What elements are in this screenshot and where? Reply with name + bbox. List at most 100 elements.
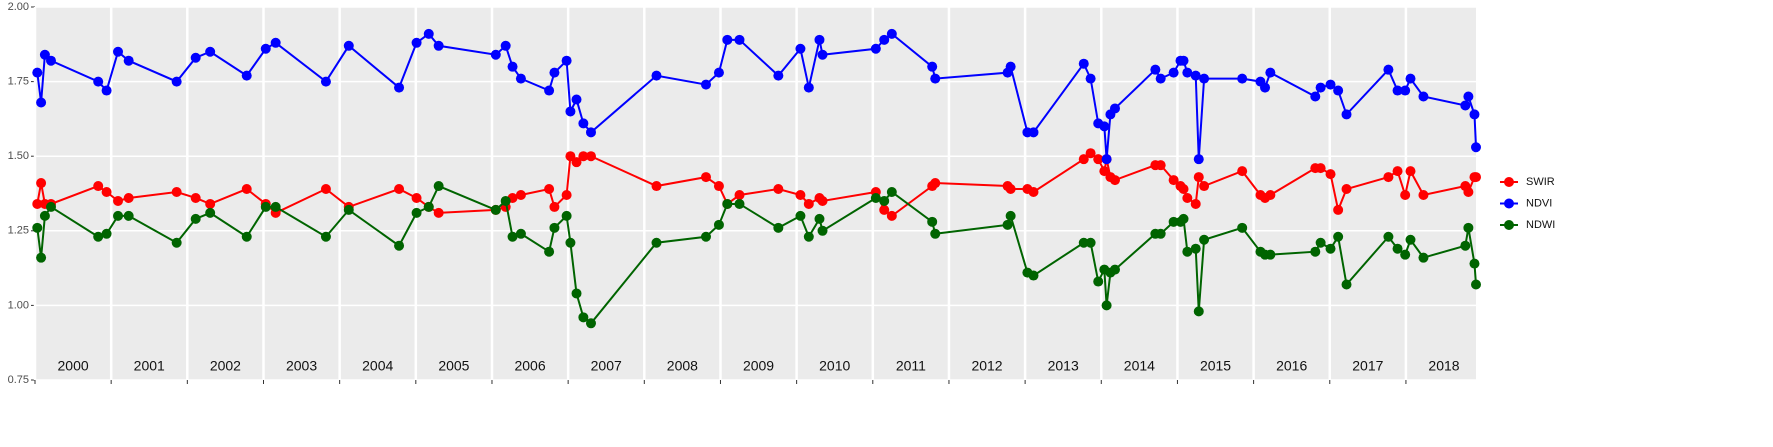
data-point: [817, 195, 828, 206]
legend-marker: [1504, 177, 1514, 187]
data-point: [1002, 219, 1013, 230]
data-point: [817, 49, 828, 60]
data-point: [241, 184, 252, 195]
data-point: [1469, 258, 1480, 269]
data-point: [870, 192, 881, 203]
year-label: 2017: [1352, 358, 1383, 374]
data-point: [39, 210, 50, 221]
data-point: [1265, 67, 1276, 78]
year-label: 2010: [819, 358, 850, 374]
data-point: [734, 34, 745, 45]
data-point: [1150, 64, 1161, 75]
data-point: [515, 189, 526, 200]
data-point: [433, 181, 444, 192]
y-tick-label: 1.50: [8, 150, 29, 162]
series-line: [36, 32, 1477, 160]
data-point: [544, 184, 555, 195]
data-point: [1400, 189, 1411, 200]
data-point: [886, 28, 897, 39]
data-point: [814, 34, 825, 45]
data-point: [549, 222, 560, 233]
data-point: [1260, 82, 1271, 93]
data-point: [879, 195, 890, 206]
data-point: [651, 70, 662, 81]
data-point: [585, 127, 596, 138]
data-point: [190, 192, 201, 203]
y-tick-label: 1.75: [8, 76, 29, 88]
data-point: [930, 228, 941, 239]
year-label: 2001: [134, 358, 165, 374]
data-point: [101, 85, 112, 96]
data-point: [561, 210, 572, 221]
data-point: [1193, 306, 1204, 317]
data-point: [549, 201, 560, 212]
data-point: [1400, 249, 1411, 260]
data-point: [171, 187, 182, 198]
data-point: [1178, 184, 1189, 195]
y-tick-label: 2.00: [8, 1, 29, 13]
data-point: [394, 184, 405, 195]
data-point: [578, 151, 589, 162]
data-point: [561, 55, 572, 66]
data-point: [1028, 270, 1039, 281]
data-point: [1463, 222, 1474, 233]
data-point: [423, 201, 434, 212]
data-point: [1341, 109, 1352, 120]
data-point: [1099, 121, 1110, 132]
data-point: [205, 207, 216, 218]
data-point: [571, 288, 582, 299]
year-label: 2007: [591, 358, 622, 374]
data-point: [343, 204, 354, 215]
data-point: [1315, 237, 1326, 248]
data-point: [1155, 160, 1166, 171]
data-point: [113, 46, 124, 57]
data-point: [101, 228, 112, 239]
data-point: [1418, 91, 1429, 102]
data-point: [93, 231, 104, 242]
data-point: [565, 106, 576, 117]
data-point: [1078, 58, 1089, 69]
data-point: [270, 201, 281, 212]
data-point: [1109, 175, 1120, 186]
data-point: [515, 228, 526, 239]
data-point: [113, 195, 124, 206]
data-point: [1093, 154, 1104, 165]
data-point: [1418, 189, 1429, 200]
data-point: [1085, 148, 1096, 159]
data-point: [1265, 189, 1276, 200]
data-point: [585, 151, 596, 162]
data-point: [1325, 79, 1336, 90]
data-point: [1155, 228, 1166, 239]
data-point: [578, 312, 589, 323]
data-point: [1109, 264, 1120, 275]
data-point: [343, 40, 354, 51]
data-point: [585, 318, 596, 329]
data-point: [1383, 172, 1394, 183]
data-point: [32, 198, 43, 209]
data-point: [93, 181, 104, 192]
data-point: [1078, 237, 1089, 248]
data-point: [1325, 243, 1336, 254]
year-label: 2011: [896, 358, 926, 374]
data-point: [1005, 210, 1016, 221]
data-point: [1078, 154, 1089, 165]
data-point: [879, 204, 890, 215]
year-label: 2012: [971, 358, 1002, 374]
data-point: [1085, 237, 1096, 248]
data-point: [394, 82, 405, 93]
data-point: [700, 231, 711, 242]
data-point: [411, 192, 422, 203]
data-point: [1093, 276, 1104, 287]
data-point: [1199, 181, 1210, 192]
year-label: 2014: [1124, 358, 1155, 374]
data-point: [1178, 213, 1189, 224]
data-point: [651, 237, 662, 248]
data-point: [1405, 73, 1416, 84]
data-point: [32, 67, 43, 78]
data-point: [1325, 169, 1336, 180]
data-point: [1193, 154, 1204, 165]
legend-label: SWIR: [1526, 176, 1555, 188]
y-tick-label: 1.00: [8, 299, 29, 311]
data-point: [1237, 166, 1248, 177]
